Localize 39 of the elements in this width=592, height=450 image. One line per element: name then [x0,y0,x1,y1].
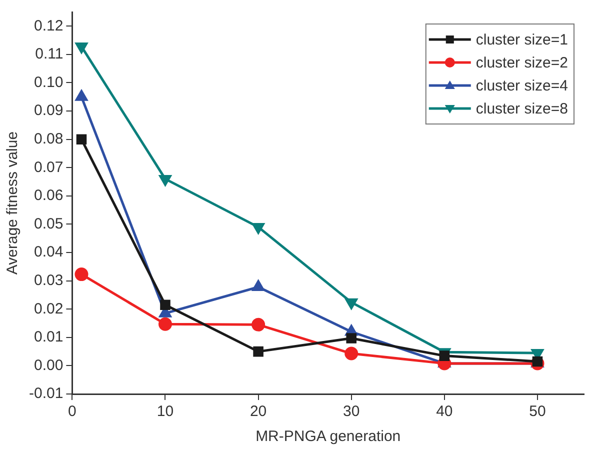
y-tick-label: 0.07 [34,158,64,176]
y-tick-label: 0.03 [34,272,64,289]
x-tick-label: 50 [529,403,546,420]
x-axis-title: MR-PNGA generation [256,428,401,446]
y-tick-label: 0.10 [34,74,64,91]
point [76,134,87,144]
point [344,346,358,360]
legend-label: cluster size=1 [476,32,568,49]
y-tick-label: 0.08 [34,130,64,148]
y-tick-label: -0.01 [28,385,64,402]
point [158,317,172,331]
point [74,268,88,282]
legend-label: cluster size=2 [476,54,568,72]
y-tick-label: 0.02 [34,300,64,318]
point [75,42,88,54]
y-axis-title: Average fitness value [4,131,22,275]
y-tick-label: 0.00 [34,356,64,374]
x-tick-label: 10 [156,403,174,420]
x-tick-label: 20 [250,403,267,420]
point [346,333,356,344]
point [159,174,172,186]
point [345,298,358,310]
y-tick-label: 0.04 [34,244,64,261]
y-tick-label: 0.05 [34,215,64,232]
x-tick-label: 30 [343,403,360,420]
y-tick-label: 0.06 [34,187,64,204]
x-tick-label: 40 [436,403,453,420]
y-tick-label: 0.11 [35,46,64,63]
point [439,350,450,361]
y-tick-label: 0.09 [34,102,64,120]
y-tick-label: 0.01 [34,328,64,346]
point [252,223,264,234]
point [253,346,264,357]
legend-label: cluster size=4 [476,78,568,95]
y-tick-label: 0.12 [34,17,64,34]
point [160,300,170,310]
x-tick-label: 0 [68,403,76,420]
point [252,318,266,332]
legend-label: cluster size=8 [476,100,568,118]
